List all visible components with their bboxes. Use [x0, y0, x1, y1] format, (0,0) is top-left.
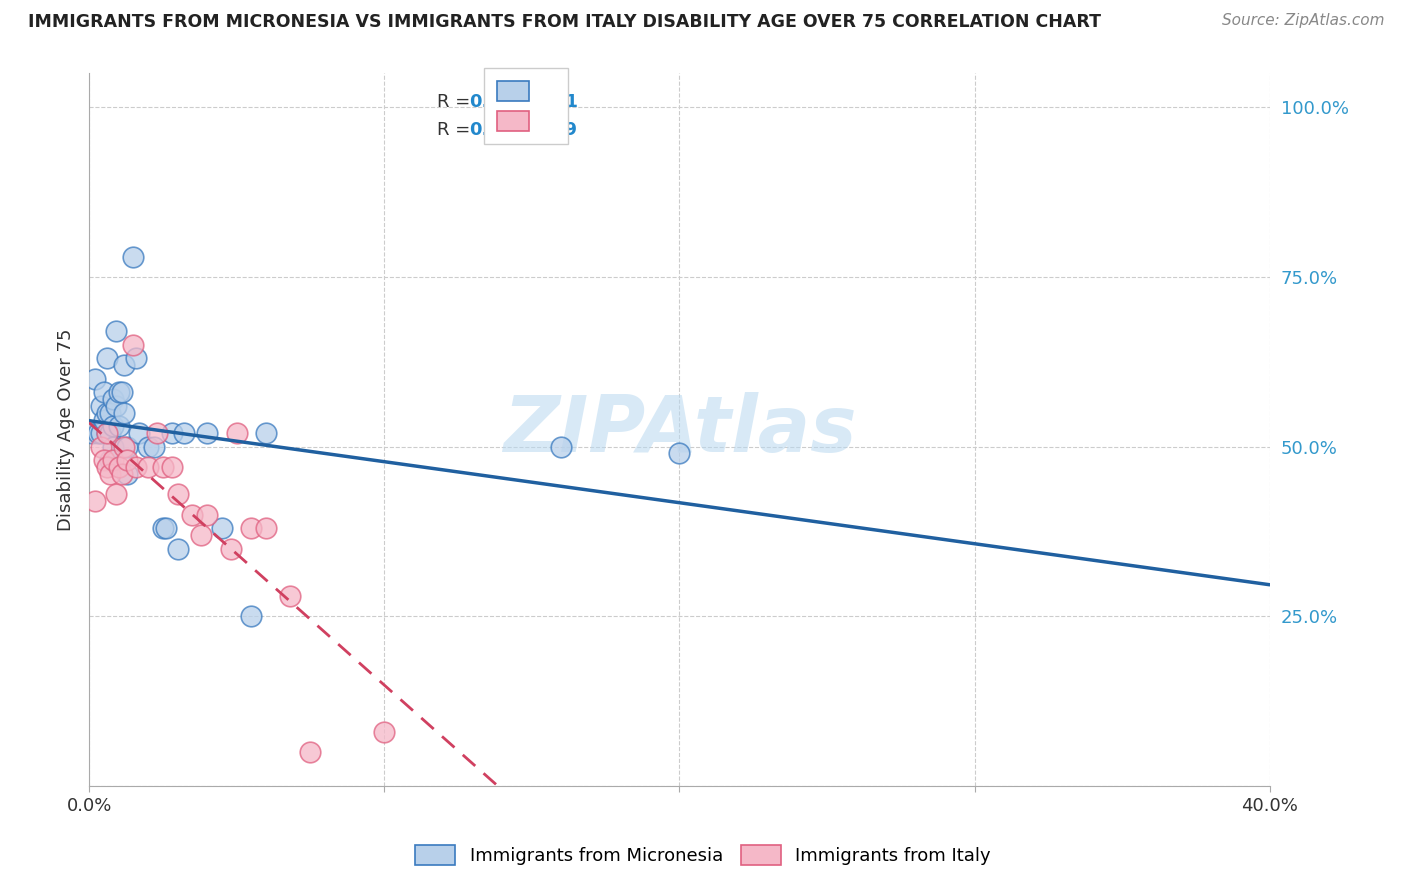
Point	[152, 460, 174, 475]
Point	[254, 521, 277, 535]
Point	[101, 392, 124, 406]
Point	[122, 338, 145, 352]
Point	[104, 324, 127, 338]
Point	[101, 419, 124, 434]
Point	[117, 467, 139, 481]
Text: N =: N =	[512, 121, 564, 139]
Text: 41: 41	[553, 93, 578, 111]
Point	[90, 399, 112, 413]
Point	[166, 541, 188, 556]
Text: R =: R =	[437, 93, 477, 111]
Point	[160, 460, 183, 475]
Point	[104, 487, 127, 501]
Point	[122, 250, 145, 264]
Text: Source: ZipAtlas.com: Source: ZipAtlas.com	[1222, 13, 1385, 29]
Point	[107, 385, 129, 400]
Legend: Immigrants from Micronesia, Immigrants from Italy: Immigrants from Micronesia, Immigrants f…	[406, 836, 1000, 874]
Point	[104, 399, 127, 413]
Point	[146, 426, 169, 441]
Text: 0.022: 0.022	[470, 93, 526, 111]
Point	[80, 426, 103, 441]
Point	[128, 426, 150, 441]
Text: IMMIGRANTS FROM MICRONESIA VS IMMIGRANTS FROM ITALY DISABILITY AGE OVER 75 CORRE: IMMIGRANTS FROM MICRONESIA VS IMMIGRANTS…	[28, 13, 1101, 31]
Point	[87, 426, 110, 441]
Point	[136, 440, 159, 454]
Point	[114, 440, 136, 454]
Point	[114, 358, 136, 372]
Point	[240, 609, 263, 624]
Point	[98, 467, 121, 481]
Point	[96, 426, 118, 441]
Text: R =: R =	[437, 121, 482, 139]
Point	[136, 460, 159, 475]
Point	[173, 426, 195, 441]
Point	[166, 487, 188, 501]
Point	[93, 385, 115, 400]
Point	[107, 460, 129, 475]
Point	[190, 528, 212, 542]
Point	[373, 724, 395, 739]
Point	[117, 453, 139, 467]
Point	[101, 440, 124, 454]
Point	[155, 521, 177, 535]
Text: 0.121: 0.121	[470, 121, 526, 139]
Point	[98, 426, 121, 441]
Point	[299, 745, 322, 759]
Point	[93, 412, 115, 426]
Legend:   ,   : ,	[484, 68, 568, 144]
Point	[101, 453, 124, 467]
Point	[110, 385, 132, 400]
Point	[195, 508, 218, 522]
Point	[550, 440, 572, 454]
Point	[152, 521, 174, 535]
Point	[93, 453, 115, 467]
Point	[211, 521, 233, 535]
Point	[160, 426, 183, 441]
Point	[195, 426, 218, 441]
Point	[96, 426, 118, 441]
Point	[114, 406, 136, 420]
Point	[278, 589, 301, 603]
Point	[107, 419, 129, 434]
Point	[125, 460, 148, 475]
Point	[225, 426, 247, 441]
Point	[96, 351, 118, 366]
Point	[181, 508, 204, 522]
Point	[98, 453, 121, 467]
Text: 29: 29	[553, 121, 578, 139]
Y-axis label: Disability Age Over 75: Disability Age Over 75	[58, 328, 75, 531]
Point	[125, 351, 148, 366]
Point	[219, 541, 242, 556]
Point	[90, 440, 112, 454]
Point	[110, 467, 132, 481]
Point	[668, 446, 690, 460]
Point	[90, 426, 112, 441]
Point	[96, 460, 118, 475]
Text: N =: N =	[512, 93, 564, 111]
Point	[84, 494, 107, 508]
Text: ZIPAtlas: ZIPAtlas	[502, 392, 856, 467]
Point	[117, 440, 139, 454]
Point	[254, 426, 277, 441]
Point	[84, 372, 107, 386]
Point	[96, 406, 118, 420]
Point	[240, 521, 263, 535]
Point	[143, 440, 166, 454]
Point	[98, 406, 121, 420]
